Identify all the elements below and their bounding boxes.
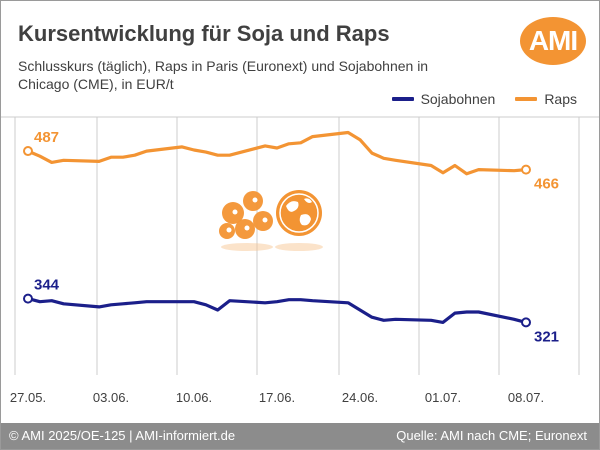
x-tick-label: 24.06. [342,390,378,405]
flower-center [232,209,238,215]
legend-swatch [391,97,414,101]
data-label-raps-end: 466 [534,176,559,193]
flower-shadow [221,243,273,251]
x-tick-label: 01.07. [425,390,461,405]
x-axis-ticks: 27.05. 03.06. 10.06. 17.06. 24.06. 01.07. 08.0… [10,390,544,405]
globe-ring [279,193,319,233]
x-tick-label: 08.07. [508,390,544,405]
globe-icon [275,190,323,251]
legend-item-sojabohnen: Sojabohnen [391,91,496,107]
ami-logo: AMI [520,17,586,65]
decorative-icons [219,190,323,251]
series-point-sojabohnen-end [521,317,531,328]
series-lines [23,130,531,328]
flower-icon [219,191,273,251]
data-label-sojabohnen-start: 344 [34,277,60,294]
data-labels: 344 321 487 466 [34,129,559,345]
data-label-sojabohnen-end: 321 [534,328,559,345]
series-line-sojabohnen [26,297,528,324]
globe-continents [286,198,312,226]
chart-subtitle: Schlusskurs (täglich), Raps in Paris (Eu… [18,58,429,92]
x-tick-label: 17.06. [259,390,295,405]
series-line-raps [26,130,528,176]
flower-center [226,227,232,233]
chart-legend: Sojabohnen Raps [372,91,577,107]
x-tick-label: 10.06. [176,390,212,405]
series-point-sojabohnen-start [23,293,33,304]
flower-center [262,217,268,223]
flower-center [252,197,258,203]
legend-item-raps: Raps [515,91,577,107]
globe-body [276,190,322,236]
x-tick-label: 03.06. [93,390,129,405]
series-point-raps-start [23,146,33,157]
x-tick-label: 27.05. [10,390,46,405]
legend-label: Sojabohnen [420,91,496,107]
flower-center [244,225,250,231]
footer-source: Quelle: AMI nach CME; Euronext [396,428,587,443]
footer-bar: © AMI 2025/OE-125 | AMI-informiert.de Qu… [1,423,599,449]
series-point-raps-end [521,164,531,175]
chart-title: Kursentwicklung für Soja und Raps [18,21,390,46]
legend-swatch [515,97,538,101]
data-label-raps-start: 487 [34,129,59,146]
footer-copyright: © AMI 2025/OE-125 | AMI-informiert.de [9,428,236,443]
legend-label: Raps [544,91,577,107]
globe-shadow [275,243,323,251]
